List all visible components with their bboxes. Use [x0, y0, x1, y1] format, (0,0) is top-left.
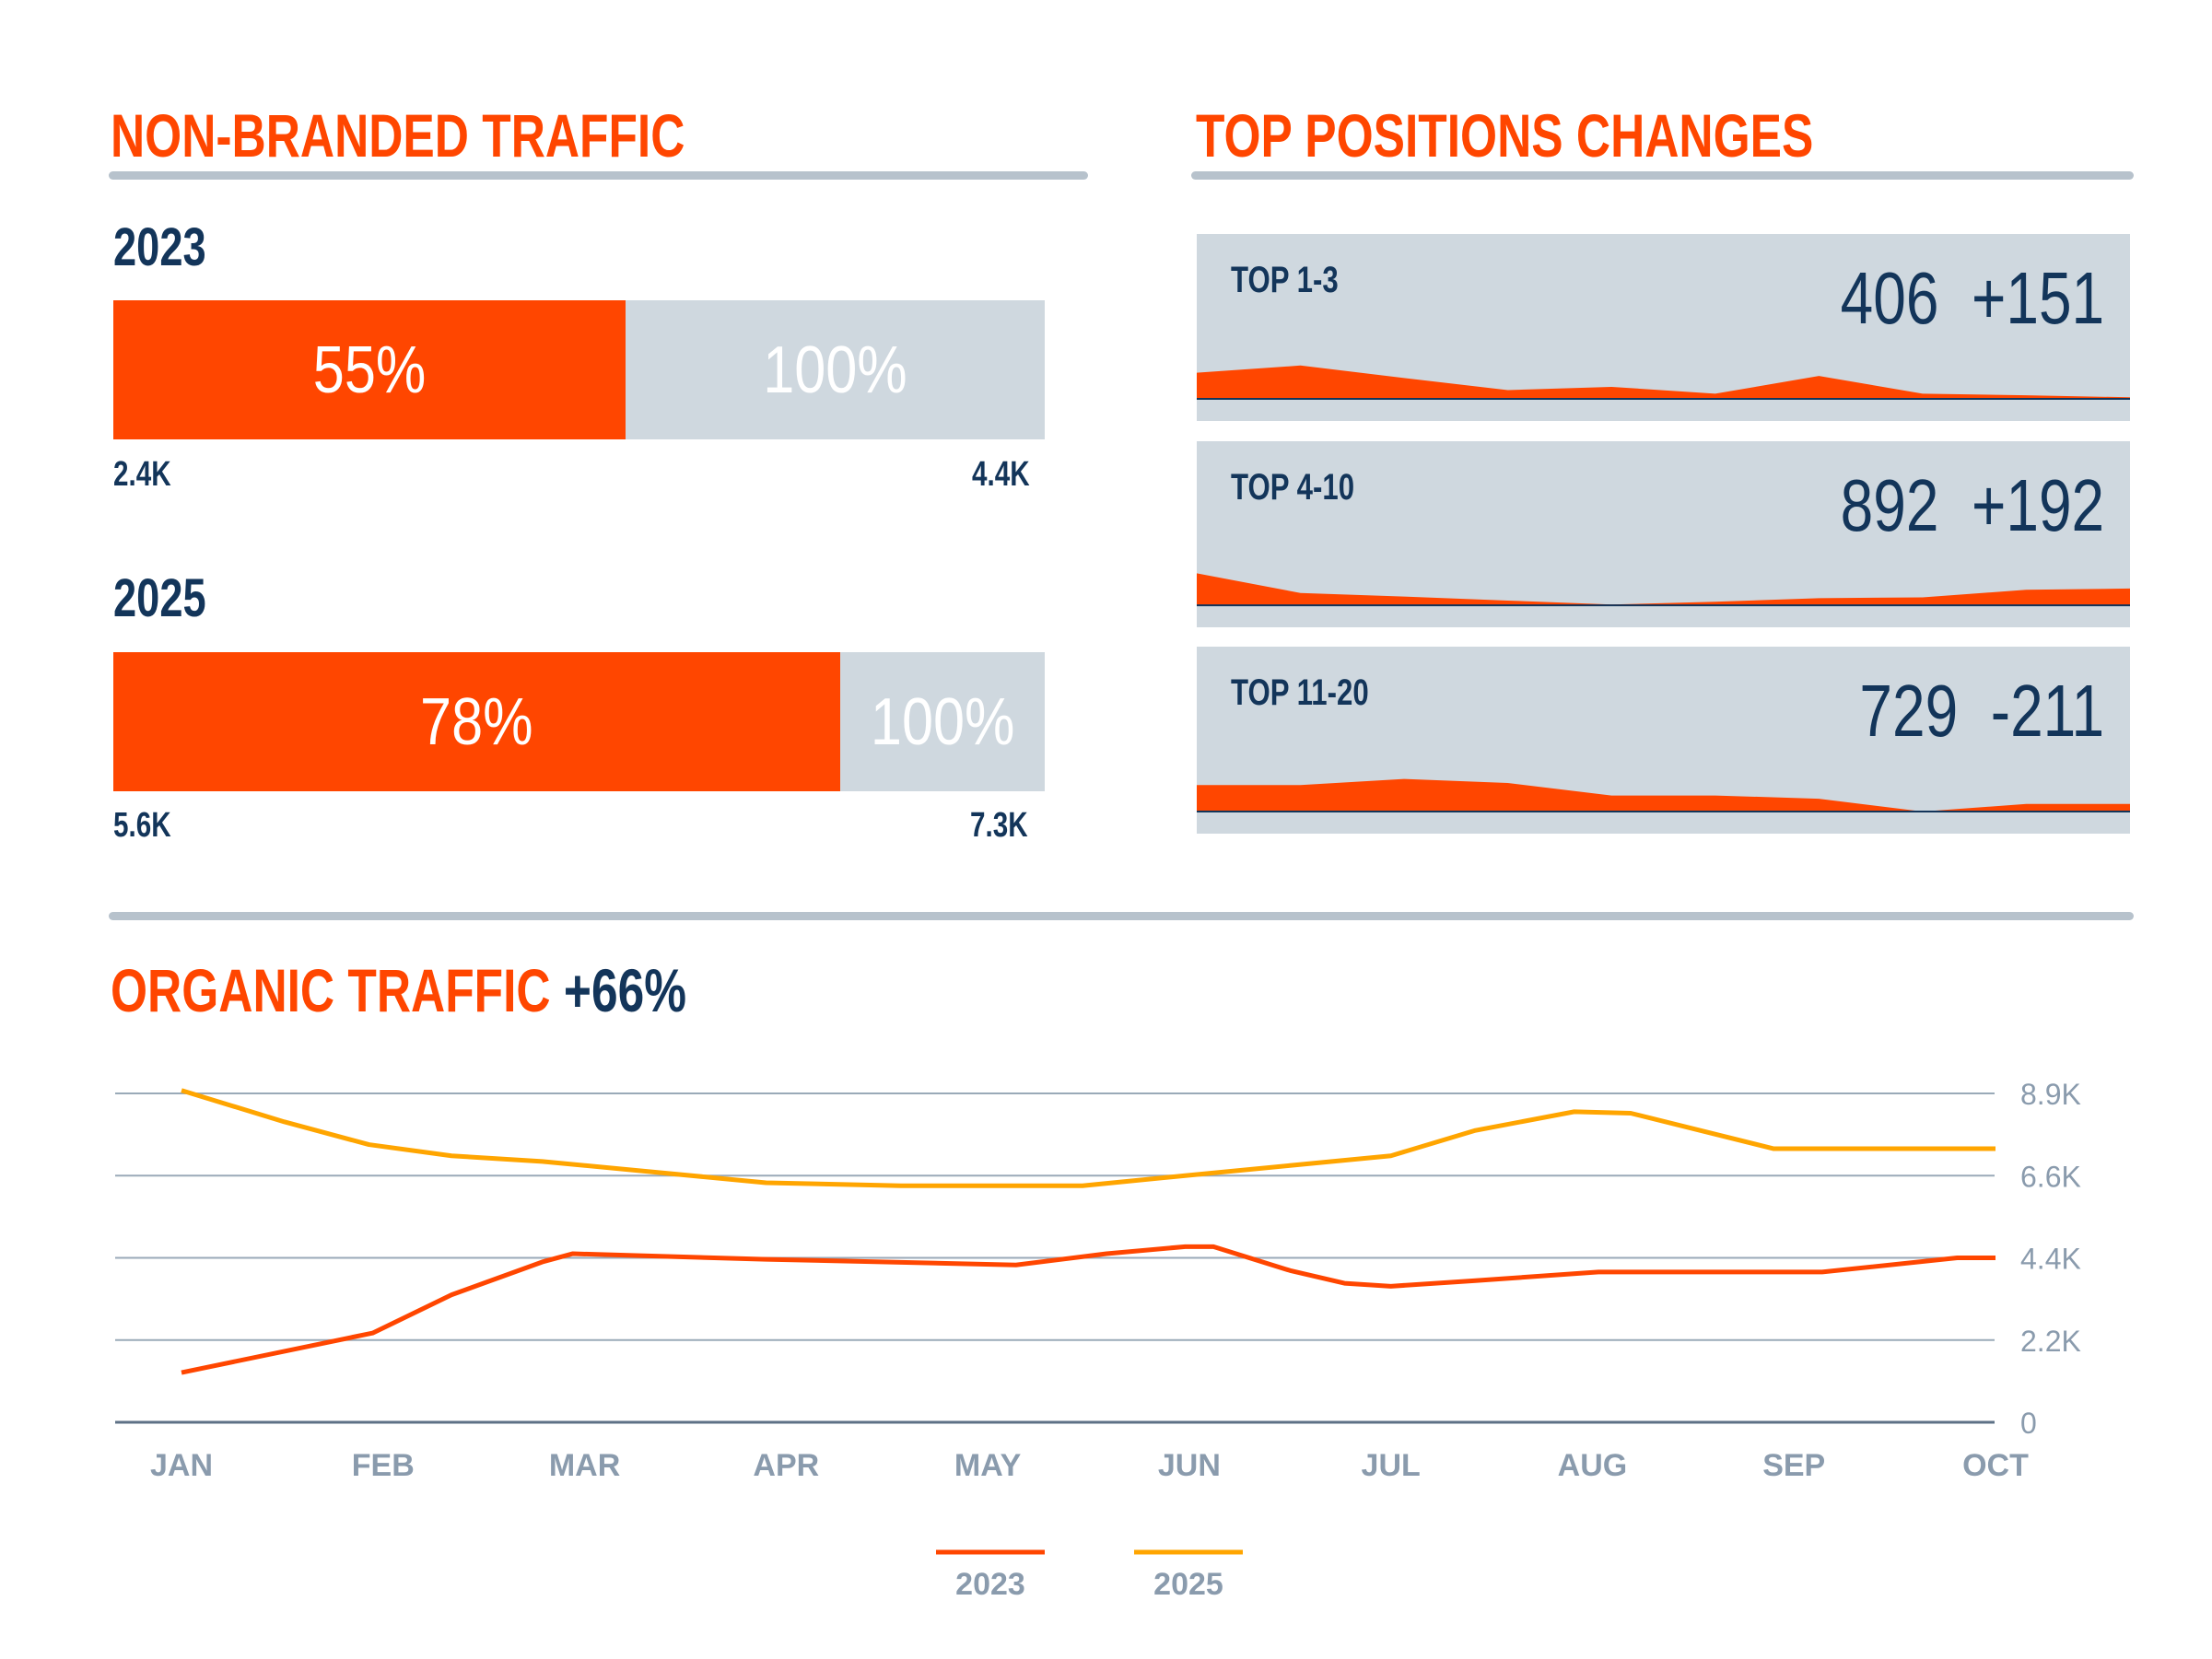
non-branded-title: NON-BRANDED TRAFFIC: [111, 101, 685, 169]
total-label: 100%: [870, 684, 1015, 759]
x-tick-label: JUN: [1158, 1448, 1221, 1483]
y-tick-label: 8.9K: [2020, 1078, 2081, 1111]
total-label: 100%: [763, 333, 907, 407]
section-divider: [1191, 171, 2134, 180]
start-value: 5.6K: [113, 806, 171, 845]
position-card-top-11-20: TOP 11-20 729 -211: [1197, 647, 2130, 834]
end-value: 7.3K: [970, 806, 1028, 845]
y-tick-label: 0: [2020, 1407, 2037, 1440]
end-value: 4.4K: [972, 455, 1030, 494]
series-line-2025: [181, 1088, 1995, 1188]
year-label-2025: 2025: [113, 568, 206, 628]
x-tick-label: SEP: [1762, 1448, 1825, 1483]
organic-traffic-chart: 0 2.2K 4.4K 6.6K 8.9K JAN FEB MAR APR MAY JUN JUL AU…: [115, 1078, 2081, 1602]
sparkline: [1197, 365, 2130, 401]
y-tick-label: 2.2K: [2020, 1325, 2081, 1358]
position-card-top-1-3: TOP 1-3 406 +151: [1197, 234, 2130, 421]
progress-fill: [113, 300, 626, 439]
sparkline-area: [1197, 778, 2130, 812]
x-tick-label: AUG: [1558, 1448, 1628, 1483]
year-label-2023: 2023: [113, 217, 206, 277]
x-tick-label: APR: [753, 1448, 819, 1483]
x-tick-label: MAR: [549, 1448, 620, 1483]
y-tick-label: 6.6K: [2020, 1160, 2081, 1193]
legend-label: 2025: [1153, 1567, 1223, 1602]
x-tick-label: OCT: [1962, 1448, 2029, 1483]
start-value: 2.4K: [113, 455, 171, 494]
card-label: TOP 11-20: [1231, 672, 1369, 713]
percent-label: 55%: [312, 333, 427, 407]
sparkline: [1197, 573, 2130, 607]
sparkline-area: [1197, 365, 2130, 400]
x-tick-label: JAN: [150, 1448, 213, 1483]
sparkline: [1197, 778, 2130, 813]
section-divider: [109, 912, 2134, 920]
progress-bar-2025: 78% 100%: [113, 652, 1045, 791]
top-positions-title: TOP POSITIONS CHANGES: [1196, 101, 1814, 169]
y-tick-label: 4.4K: [2020, 1243, 2081, 1276]
sparkline-area: [1197, 573, 2130, 606]
section-divider: [109, 171, 1088, 180]
organic-title: ORGANIC TRAFFIC +66%: [111, 956, 686, 1024]
x-tick-label: JUL: [1362, 1448, 1421, 1483]
progress-fill: [113, 652, 840, 791]
x-tick-label: FEB: [352, 1448, 415, 1483]
progress-bar-2023: 55% 100%: [113, 300, 1045, 439]
card-value: 892 +192: [1840, 464, 2104, 546]
legend-label: 2023: [955, 1567, 1025, 1602]
organic-change: +66%: [563, 956, 686, 1024]
card-label: TOP 1-3: [1231, 260, 1339, 300]
series-line-2023: [181, 1244, 1995, 1375]
percent-label: 78%: [420, 684, 533, 759]
position-card-top-4-10: TOP 4-10 892 +192: [1197, 441, 2130, 627]
card-value: 406 +151: [1840, 257, 2104, 339]
card-value: 729 -211: [1859, 670, 2104, 752]
card-label: TOP 4-10: [1231, 467, 1355, 508]
x-tick-label: MAY: [954, 1448, 1022, 1483]
